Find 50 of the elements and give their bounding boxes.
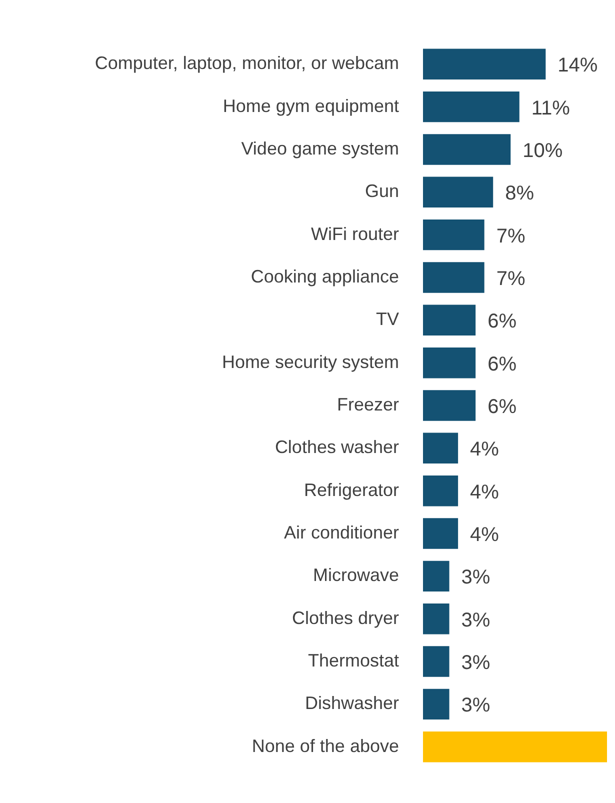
data-label: 4% xyxy=(470,524,500,546)
bar xyxy=(423,560,450,592)
bar xyxy=(423,347,476,378)
y-tick-label: Air conditioner xyxy=(284,522,399,542)
bar xyxy=(423,262,484,293)
bar xyxy=(423,48,546,80)
y-tick-label: Gun xyxy=(364,181,399,202)
bar xyxy=(423,518,458,549)
bar xyxy=(423,91,520,122)
data-label: 11% xyxy=(531,97,570,120)
bar xyxy=(423,134,511,165)
data-label: 8% xyxy=(505,182,534,205)
bar xyxy=(423,304,476,336)
bar xyxy=(423,646,450,677)
data-label: 7% xyxy=(496,225,526,248)
bar xyxy=(423,732,607,762)
y-tick-label: Clothes dryer xyxy=(292,608,399,628)
data-label: 4% xyxy=(470,481,500,504)
y-tick-label: Thermostat xyxy=(308,650,399,670)
data-label: 3% xyxy=(461,652,490,674)
data-label: 7% xyxy=(496,268,526,290)
data-label: 4% xyxy=(470,438,500,461)
y-tick-label: Home security system xyxy=(222,352,399,372)
data-label: 10% xyxy=(522,140,563,162)
y-tick-label: Refrigerator xyxy=(304,480,399,500)
y-tick-label: Cooking appliance xyxy=(250,266,399,286)
bar xyxy=(423,603,450,634)
y-tick-label: Computer, laptop, monitor, or webcam xyxy=(94,53,399,74)
y-tick-label: TV xyxy=(376,309,399,330)
data-label: 6% xyxy=(488,396,517,418)
y-tick-label: Video game system xyxy=(241,138,399,158)
bar xyxy=(423,219,484,250)
bar xyxy=(423,475,458,506)
y-tick-label: Freezer xyxy=(336,394,400,414)
y-tick-label: None of the above xyxy=(252,736,399,756)
data-label: 3% xyxy=(461,694,490,717)
y-tick-label: Dishwasher xyxy=(304,693,399,714)
y-tick-label: Microwave xyxy=(312,565,399,586)
data-label: 14% xyxy=(558,54,598,77)
bar xyxy=(423,432,458,464)
bar xyxy=(423,390,476,421)
y-tick-label: WiFi router xyxy=(310,224,399,244)
data-label: 3% xyxy=(461,609,490,632)
bar xyxy=(423,176,494,208)
bar xyxy=(423,688,450,720)
data-label: 3% xyxy=(461,566,490,589)
data-label: 6% xyxy=(488,353,517,376)
y-tick-label: Home gym equipment xyxy=(222,96,399,116)
data-label: 6% xyxy=(488,310,517,333)
y-tick-label: Clothes washer xyxy=(274,437,399,458)
